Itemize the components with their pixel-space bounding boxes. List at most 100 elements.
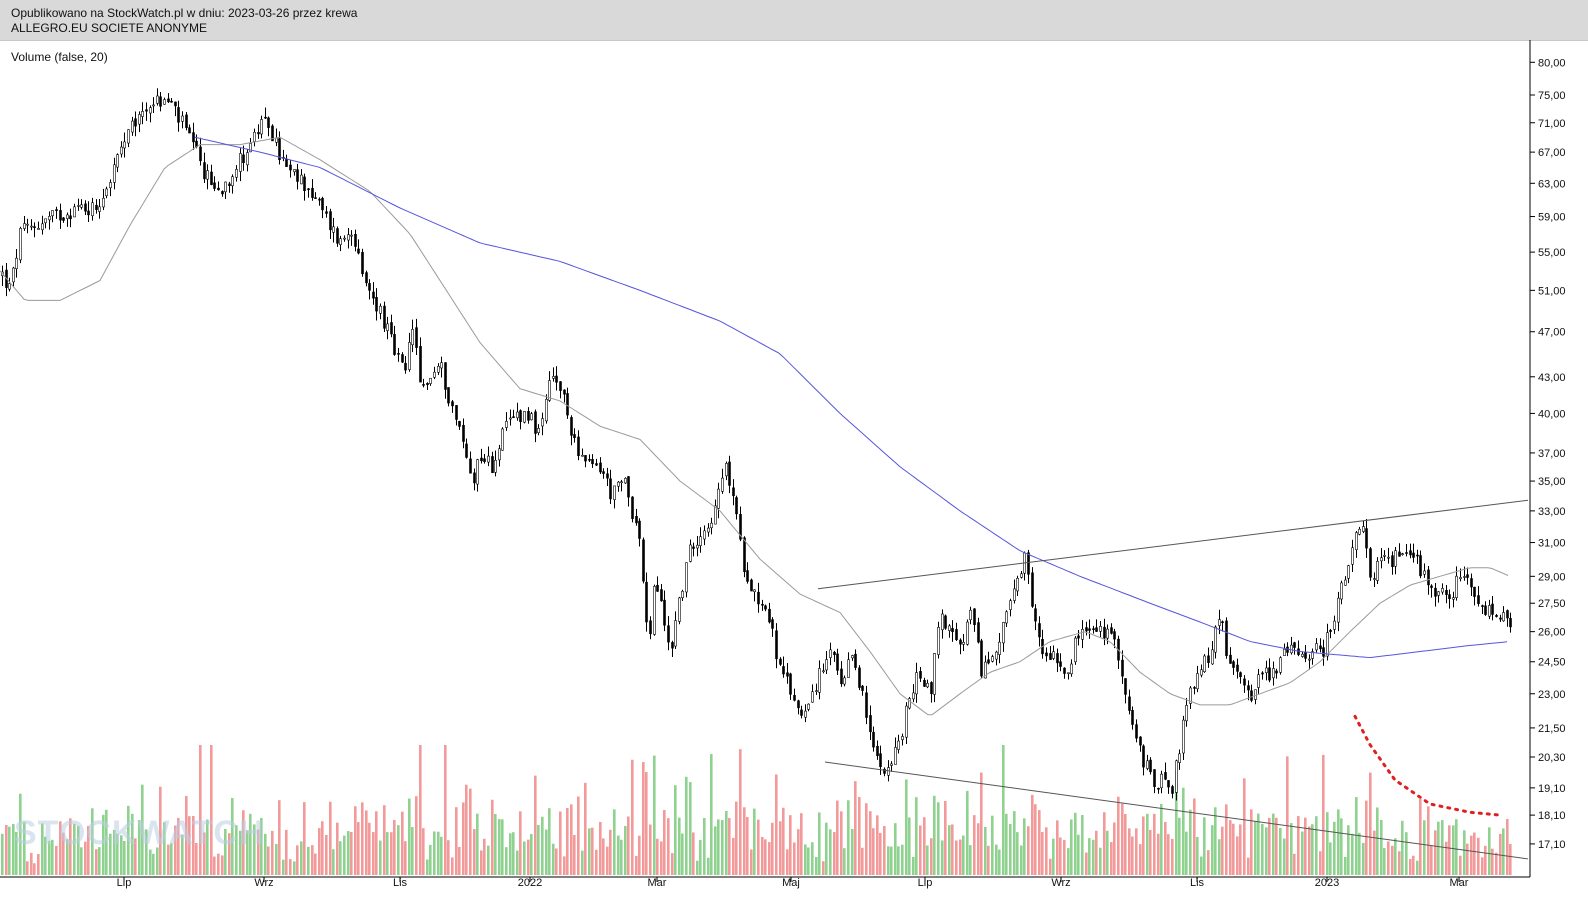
volume-bar	[1261, 823, 1264, 875]
candle-body	[1344, 579, 1347, 586]
volume-bar	[602, 838, 605, 875]
volume-bar	[1272, 813, 1275, 875]
candle-body	[527, 410, 530, 421]
volume-bar	[1491, 848, 1494, 875]
candle-body	[1218, 619, 1221, 626]
volume-bar	[1254, 821, 1257, 875]
volume-bar	[1391, 845, 1394, 875]
volume-bar	[1045, 827, 1048, 875]
volume-bar	[195, 842, 198, 875]
volume-bar	[1232, 823, 1235, 875]
candle-body	[1409, 550, 1412, 556]
candle-body	[732, 487, 735, 497]
price-tick-label: 67,00	[1538, 147, 1566, 159]
volume-bar	[487, 845, 490, 875]
candle-body	[570, 417, 573, 436]
candle-body	[469, 458, 472, 474]
candle-body	[105, 188, 108, 197]
candle-body	[829, 649, 832, 658]
candle-body	[66, 214, 69, 219]
volume-bar	[87, 825, 90, 875]
candle-body	[1077, 635, 1080, 639]
candle-body	[861, 685, 864, 691]
candle-body	[156, 95, 159, 104]
candle-body	[509, 417, 512, 420]
volume-bar	[1013, 811, 1016, 875]
candle-body	[127, 129, 130, 144]
volume-bar	[1157, 833, 1160, 875]
volume-bar	[462, 802, 465, 875]
price-tick-label: 20,30	[1538, 752, 1566, 764]
instrument-name: ALLEGRO.EU SOCIETE ANONYME	[11, 21, 208, 35]
candle-body	[645, 581, 648, 623]
volume-bar	[1074, 812, 1077, 875]
candle-body	[80, 204, 83, 208]
candle-body	[1347, 565, 1350, 579]
volume-bar	[833, 832, 836, 875]
volume-bar	[534, 775, 537, 875]
candle-body	[462, 424, 465, 442]
candle-body	[138, 114, 141, 125]
volume-bar	[656, 838, 659, 875]
volume-bar	[1067, 848, 1070, 875]
volume-bar	[804, 844, 807, 875]
volume-bar	[174, 825, 177, 875]
candle-body	[1013, 588, 1016, 601]
candle-body	[325, 211, 328, 214]
volume-bar	[570, 804, 573, 875]
volume-bar	[696, 860, 699, 875]
volume-bar	[743, 807, 746, 875]
volume-bar	[141, 784, 144, 875]
candle-body	[851, 655, 854, 659]
candle-body	[113, 164, 116, 183]
candle-body	[894, 747, 897, 765]
candle-body	[951, 628, 954, 633]
volume-bar	[653, 755, 656, 875]
candle-body	[998, 641, 1001, 655]
candle-body	[199, 146, 202, 162]
volume-bar	[433, 831, 436, 875]
candle-body	[743, 537, 746, 573]
volume-bar	[170, 843, 173, 875]
volume-bar	[681, 833, 684, 875]
candle-body	[581, 454, 584, 457]
volume-bar	[566, 807, 569, 875]
candle-body	[1445, 589, 1448, 595]
volume-bar	[293, 861, 296, 875]
candle-body	[365, 272, 368, 284]
volume-bar	[210, 745, 213, 875]
candle-body	[465, 443, 468, 458]
volume-bar	[163, 822, 166, 875]
volume-bar	[519, 811, 522, 875]
candle-body	[73, 206, 76, 218]
candle-body	[1146, 760, 1149, 769]
volume-bar	[1383, 848, 1386, 875]
candle-body	[505, 421, 508, 428]
volume-bar	[26, 861, 29, 875]
candle-body	[876, 745, 879, 756]
candle-body	[141, 111, 144, 117]
volume-bar	[469, 788, 472, 875]
volume-bar	[1265, 827, 1268, 875]
time-tick-label: Lip	[918, 877, 933, 889]
candle-body	[44, 218, 47, 224]
candle-body	[55, 209, 58, 212]
candle-body	[588, 459, 591, 461]
candle-body	[1423, 570, 1426, 575]
volume-bar	[145, 829, 148, 875]
volume-bar	[854, 781, 857, 875]
candle-body	[1164, 772, 1167, 780]
candle-body	[1211, 649, 1214, 665]
candle-body	[1005, 611, 1008, 624]
volume-bar	[1052, 838, 1055, 875]
volume-bar	[181, 834, 184, 875]
candle-body	[753, 589, 756, 593]
volume-bar	[458, 846, 461, 875]
candle-body	[1247, 685, 1250, 691]
candle-body	[1232, 661, 1235, 668]
candle-body	[915, 672, 918, 695]
candle-body	[1290, 644, 1293, 654]
volume-bar	[689, 782, 692, 875]
candle-body	[483, 458, 486, 462]
volume-bar	[595, 849, 598, 875]
